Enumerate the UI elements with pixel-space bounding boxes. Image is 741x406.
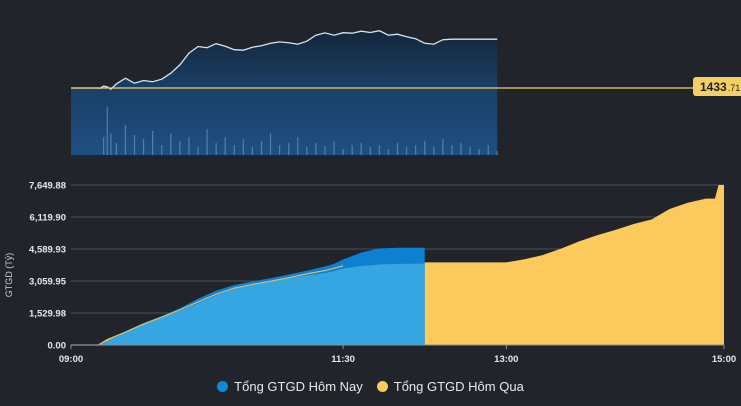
legend: Tổng GTGD Hôm Nay Tổng GTGD Hôm Qua [0, 376, 741, 396]
legend-today-label: Tổng GTGD Hôm Nay [234, 378, 363, 394]
price-badge-integer: 1433 [700, 79, 727, 94]
volume-bar [315, 143, 317, 155]
volume-bar [306, 147, 308, 155]
volume-bar [288, 143, 290, 155]
y-tick-label: 7,649.88 [29, 181, 66, 192]
y-axis-label: GTGD (Tỷ) [4, 253, 14, 298]
volume-bar [478, 149, 480, 155]
volume-bar [124, 125, 127, 155]
volume-bar [133, 135, 136, 155]
volume-bar [197, 147, 199, 155]
x-tick-label: 13:00 [494, 354, 518, 365]
legend-today-swatch [217, 380, 229, 392]
y-tick-label: 0.00 [48, 341, 67, 352]
x-tick-label: 09:00 [59, 354, 83, 365]
series-today-area [71, 263, 425, 345]
volume-bar [179, 141, 181, 155]
y-tick-label: 3,059.95 [29, 277, 67, 288]
volume-bar [496, 151, 498, 155]
volume-bar [433, 147, 435, 155]
volume-bar [170, 133, 172, 155]
volume-bar [206, 129, 208, 155]
volume-bar [278, 145, 281, 155]
price-badge: 1433.71 [693, 77, 741, 96]
volume-bar [351, 145, 353, 155]
legend-yesterday-label: Tổng GTGD Hôm Qua [393, 378, 524, 394]
volume-bar [233, 145, 235, 155]
price-badge-decimal: .71 [727, 82, 741, 93]
volume-bar [103, 137, 105, 155]
y-tick-label: 4,589.93 [29, 245, 66, 256]
volume-bar [424, 141, 426, 155]
volume-bar [106, 107, 108, 155]
volume-bar [152, 131, 154, 155]
volume-bar [142, 139, 145, 155]
volume-bar [297, 137, 299, 155]
volume-bar [396, 143, 399, 155]
volume-bar [188, 137, 190, 155]
volume-bar [460, 143, 462, 155]
volume-bar [333, 141, 335, 155]
x-tick-label: 11:30 [331, 354, 355, 365]
volume-bar [161, 145, 163, 155]
y-tick-label: 6,119.90 [30, 213, 66, 224]
x-tick-label: 15:00 [712, 354, 736, 365]
volume-bar [110, 133, 112, 155]
volume-bar [405, 147, 408, 155]
volume-bar [451, 145, 453, 155]
volume-bar [260, 141, 263, 155]
volume-bar [224, 137, 226, 155]
volume-bar [369, 147, 371, 155]
volume-bar [251, 147, 253, 155]
volume-bar [324, 146, 326, 155]
y-tick-label: 1,529.98 [29, 309, 66, 320]
volume-bar [360, 143, 362, 155]
volume-bar [442, 139, 444, 155]
volume-bar [242, 139, 244, 155]
volume-bar [378, 145, 380, 155]
volume-bar [487, 145, 489, 155]
volume-bar [115, 143, 117, 155]
volume-bar [415, 145, 417, 155]
volume-bar [469, 147, 471, 155]
legend-item-today[interactable]: Tổng GTGD Hôm Nay [217, 379, 363, 394]
legend-item-yesterday[interactable]: Tổng GTGD Hôm Qua [376, 378, 524, 394]
series-yesterday-line [71, 265, 344, 346]
volume-bar [215, 143, 217, 155]
index-area [71, 30, 498, 155]
volume-bar [387, 149, 390, 155]
index-line [71, 30, 498, 91]
volume-bar [342, 149, 344, 155]
legend-yesterday-swatch [376, 380, 388, 392]
volume-bar [269, 133, 272, 155]
